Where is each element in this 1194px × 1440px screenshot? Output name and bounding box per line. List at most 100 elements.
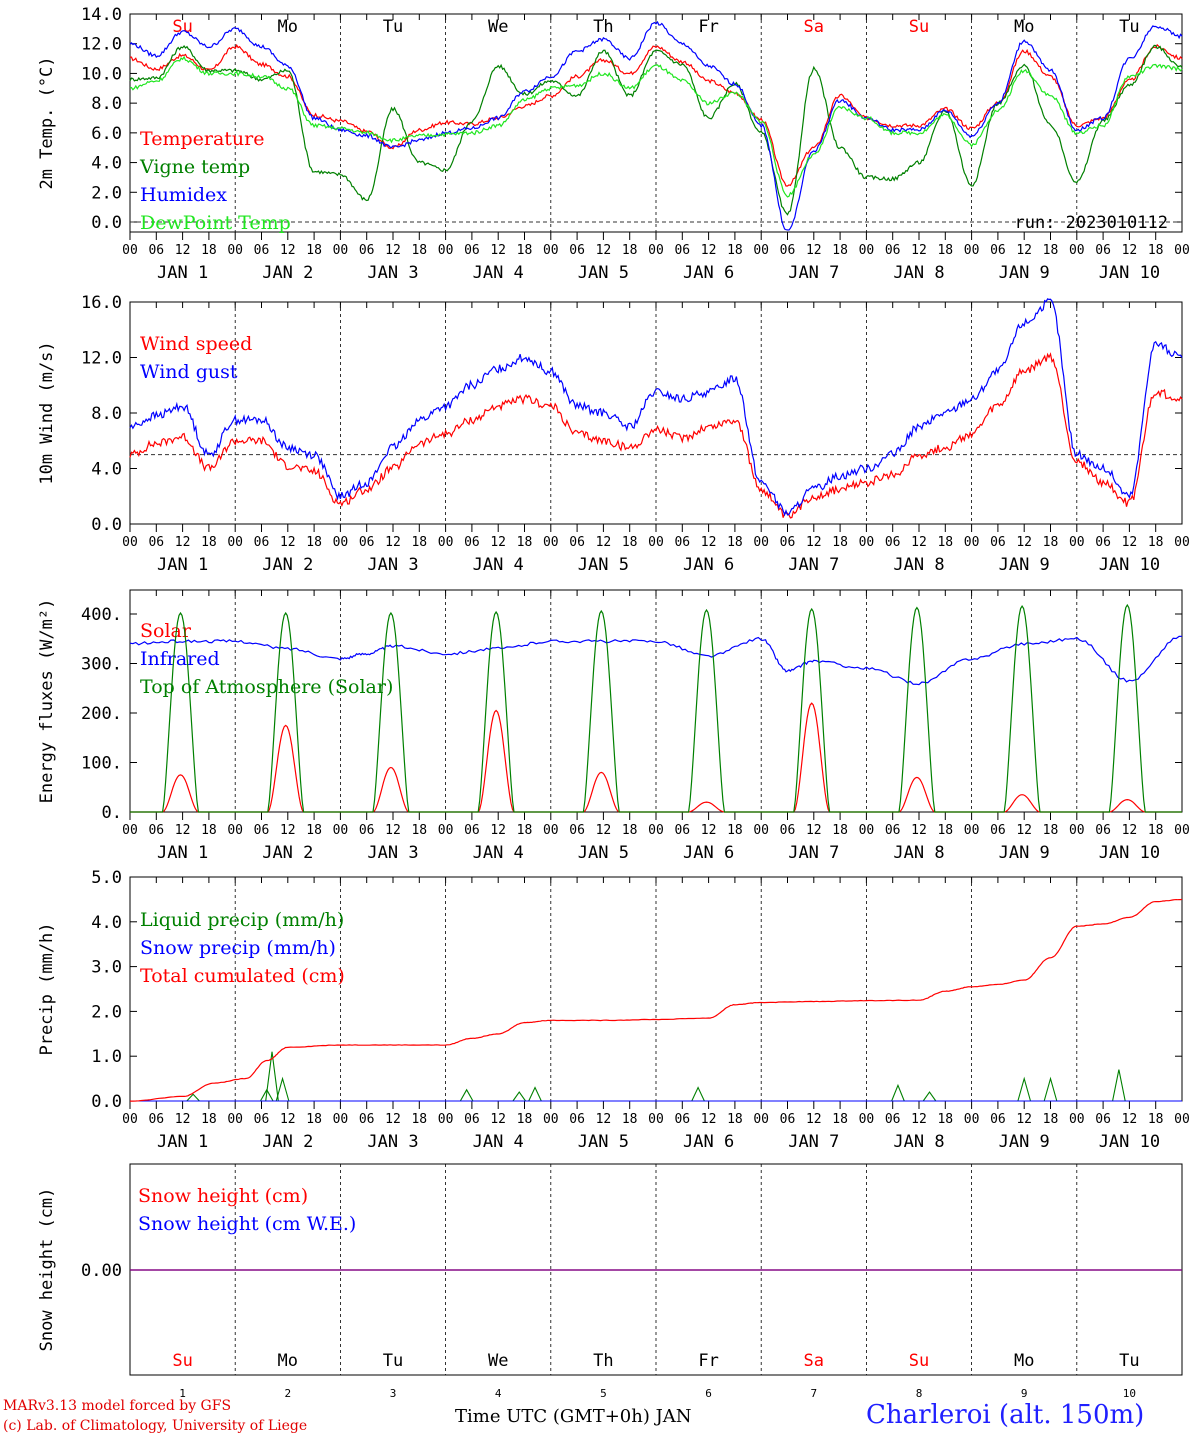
x-tick-label: 06	[1095, 1112, 1111, 1127]
x-day-label: JAN 4	[473, 263, 524, 283]
x-weekday-label: Su	[172, 1351, 192, 1371]
legend-entry: DewPoint Temp	[140, 212, 291, 234]
x-tick-label: 18	[201, 1112, 217, 1127]
legend-entry: Vigne temp	[139, 156, 250, 178]
legend-entry: Temperature	[140, 128, 264, 150]
x-tick-label: 18	[727, 535, 743, 550]
x-tick-label: 00	[333, 1112, 349, 1127]
x-tick-label: 00	[122, 1112, 138, 1127]
x-tick-label: 06	[464, 823, 480, 838]
x-weekday-label: Fr	[698, 1351, 718, 1371]
x-tick-label: 06	[990, 823, 1006, 838]
x-tick-label: 00	[1174, 1112, 1190, 1127]
x-tick-label: 06	[148, 535, 164, 550]
x-tick-label: 00	[227, 243, 243, 258]
x-date-label: 7	[810, 1387, 817, 1400]
x-tick-label: 06	[464, 535, 480, 550]
x-tick-label: 12	[385, 1112, 401, 1127]
series-line	[129, 298, 1183, 517]
x-tick-label: 18	[306, 535, 322, 550]
y-tick-label: 400.	[81, 605, 122, 625]
x-tick-label: 00	[333, 535, 349, 550]
top-weekday-label: Tu	[1119, 17, 1139, 37]
x-weekday-label: We	[488, 1351, 508, 1371]
x-axis-title: Time UTC (GMT+0h) JAN	[455, 1406, 692, 1427]
x-tick-label: 12	[806, 243, 822, 258]
x-tick-label: 06	[359, 243, 375, 258]
x-tick-label: 00	[438, 1112, 454, 1127]
x-tick-label: 00	[1069, 823, 1085, 838]
x-tick-label: 12	[280, 243, 296, 258]
x-day-label: JAN 2	[262, 555, 313, 575]
x-day-label: JAN 3	[367, 555, 418, 575]
y-tick-label: 10.0	[81, 64, 122, 84]
x-tick-label: 18	[411, 1112, 427, 1127]
x-tick-label: 18	[1043, 1112, 1059, 1127]
legend-entry: Infrared	[140, 648, 220, 670]
x-day-label: JAN 9	[999, 263, 1050, 283]
x-tick-label: 18	[1043, 535, 1059, 550]
x-day-label: JAN 2	[262, 843, 313, 863]
y-tick-label: 2.0	[91, 183, 122, 203]
x-day-label: JAN 10	[1099, 555, 1160, 575]
x-tick-label: 18	[937, 535, 953, 550]
x-tick-label: 06	[569, 243, 585, 258]
x-tick-label: 12	[1016, 1112, 1032, 1127]
x-tick-label: 06	[674, 823, 690, 838]
x-day-label: JAN 1	[157, 843, 208, 863]
x-tick-label: 12	[596, 823, 612, 838]
precip-spike	[922, 1091, 937, 1102]
top-weekday-label: Fr	[698, 17, 718, 37]
series-line	[129, 44, 1183, 216]
x-date-label: 5	[600, 1387, 607, 1400]
x-day-label: JAN 3	[367, 843, 418, 863]
x-tick-label: 12	[1016, 535, 1032, 550]
credit-line-1: MARv3.13 model forced by GFS	[3, 1398, 232, 1414]
x-tick-label: 00	[122, 823, 138, 838]
x-tick-label: 06	[1095, 823, 1111, 838]
x-tick-label: 00	[859, 1112, 875, 1127]
x-tick-label: 12	[701, 535, 717, 550]
x-day-label: JAN 8	[893, 263, 944, 283]
y-tick-label: 0.00	[81, 1261, 122, 1281]
x-tick-label: 06	[254, 535, 270, 550]
x-tick-label: 18	[306, 823, 322, 838]
x-tick-label: 12	[596, 1112, 612, 1127]
x-day-label: JAN 8	[893, 555, 944, 575]
top-weekday-label: Mo	[278, 17, 298, 37]
x-day-label: JAN 5	[578, 1132, 629, 1152]
x-tick-label: 06	[990, 243, 1006, 258]
x-day-label: JAN 6	[683, 263, 734, 283]
x-tick-label: 18	[937, 243, 953, 258]
x-tick-label: 18	[517, 823, 533, 838]
top-weekday-label: Mo	[1014, 17, 1034, 37]
precip-spike	[1043, 1076, 1058, 1102]
top-weekday-label: Su	[909, 17, 929, 37]
x-tick-label: 18	[517, 1112, 533, 1127]
x-day-label: JAN 9	[999, 1132, 1050, 1152]
y-tick-label: 3.0	[91, 958, 122, 978]
x-tick-label: 18	[937, 1112, 953, 1127]
x-tick-label: 12	[911, 1112, 927, 1127]
x-day-label: JAN 4	[473, 843, 524, 863]
station-name: Charleroi (alt. 150m)	[866, 1400, 1145, 1430]
legend-entry: Wind gust	[140, 361, 238, 383]
x-tick-label: 00	[964, 535, 980, 550]
x-tick-label: 00	[753, 1112, 769, 1127]
x-tick-label: 00	[438, 243, 454, 258]
x-tick-label: 00	[543, 823, 559, 838]
x-weekday-label: Th	[593, 1351, 613, 1371]
precip-spike	[186, 1093, 200, 1102]
credit-line-2: (c) Lab. of Climatology, University of L…	[3, 1418, 308, 1434]
legend-entry: Liquid precip (mm/h)	[140, 909, 344, 931]
x-tick-label: 12	[490, 823, 506, 838]
precip-spike	[512, 1091, 527, 1102]
x-tick-label: 12	[701, 823, 717, 838]
x-tick-label: 06	[674, 1112, 690, 1127]
x-tick-label: 12	[1016, 823, 1032, 838]
precip-spike	[1112, 1069, 1126, 1102]
series-line	[129, 635, 1183, 686]
y-tick-label: 4.0	[91, 154, 122, 174]
x-tick-label: 18	[832, 1112, 848, 1127]
x-tick-label: 06	[254, 823, 270, 838]
